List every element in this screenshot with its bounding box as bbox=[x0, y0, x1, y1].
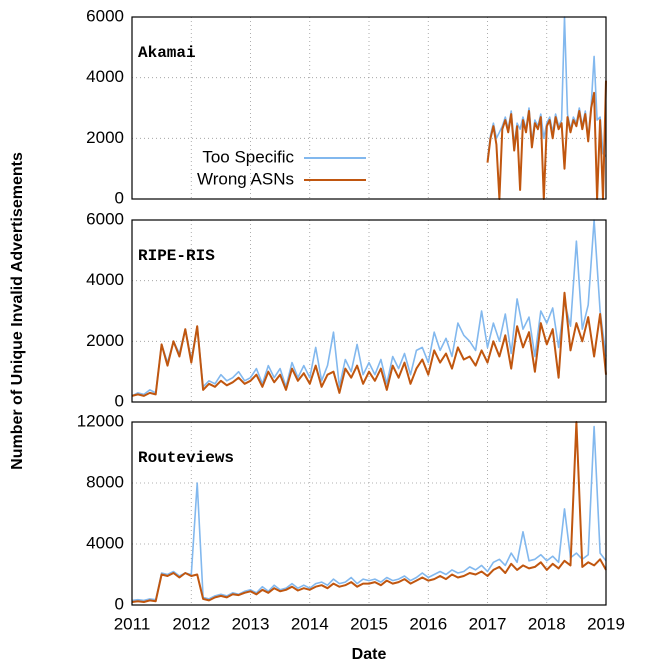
x-tick-label: 2016 bbox=[409, 614, 447, 633]
y-tick-label: 2000 bbox=[86, 128, 124, 147]
x-axis-title: Date bbox=[352, 646, 387, 663]
y-tick-label: 6000 bbox=[86, 209, 124, 228]
y-axis-title: Number of Unique Invalid Advertisements bbox=[9, 152, 26, 470]
x-tick-label: 2017 bbox=[469, 614, 507, 633]
y-tick-label: 2000 bbox=[86, 331, 124, 350]
x-tick-label: 2013 bbox=[232, 614, 270, 633]
y-tick-label: 4000 bbox=[86, 270, 124, 289]
x-tick-label: 2011 bbox=[114, 614, 151, 633]
series-line bbox=[486, 80, 607, 200]
panel-label: Akamai bbox=[138, 44, 196, 62]
panel-label: RIPE-RIS bbox=[138, 247, 215, 265]
y-tick-label: 0 bbox=[115, 594, 124, 613]
panel-label: Routeviews bbox=[138, 449, 234, 467]
plot-frame bbox=[131, 16, 607, 200]
x-tick-label: 2014 bbox=[291, 614, 329, 633]
y-tick-label: 0 bbox=[115, 188, 124, 207]
series-line bbox=[131, 425, 607, 602]
y-tick-label: 4000 bbox=[86, 67, 124, 86]
series-line bbox=[131, 291, 607, 397]
x-tick-label: 2015 bbox=[350, 614, 388, 633]
y-tick-label: 8000 bbox=[86, 472, 124, 491]
legend-label: Too Specific bbox=[202, 147, 294, 166]
series-line bbox=[131, 219, 607, 397]
legend-label: Wrong ASNs bbox=[197, 169, 294, 188]
x-tick-label: 2019 bbox=[587, 614, 625, 633]
y-tick-label: 6000 bbox=[86, 6, 124, 25]
plot-frame bbox=[131, 219, 607, 403]
plot-frame bbox=[131, 421, 607, 606]
x-tick-label: 2018 bbox=[528, 614, 566, 633]
y-tick-label: 4000 bbox=[86, 533, 124, 552]
x-tick-label: 2012 bbox=[172, 614, 210, 633]
series-line bbox=[131, 421, 607, 603]
y-tick-label: 0 bbox=[115, 391, 124, 410]
y-tick-label: 12000 bbox=[77, 411, 124, 430]
